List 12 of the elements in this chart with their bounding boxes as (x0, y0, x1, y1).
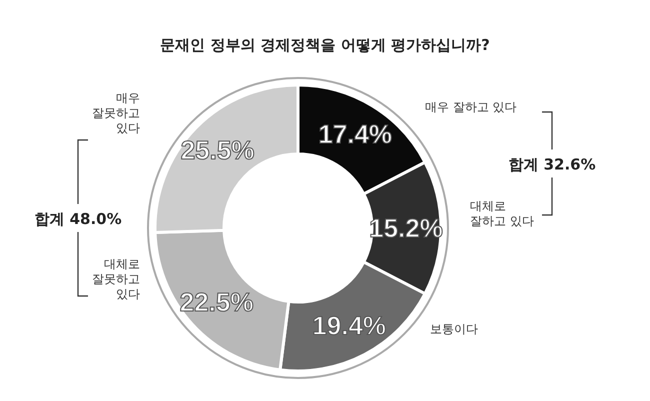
chart-title: 문재인 정부의 경제정책을 어떻게 평가하십니까? (160, 36, 490, 54)
text: 합계 32.6% (508, 156, 596, 174)
slice-label: 대체로 잘하고 있다 (470, 199, 534, 228)
slice-label: 대체로 잘못하고 있다 (92, 257, 140, 301)
slice-label: 보통이다 (430, 322, 478, 336)
data-label: 17.4% (318, 119, 392, 150)
slice-label: 매우 잘못하고 있다 (92, 91, 140, 135)
slice-label: 매우 잘하고 있다 (425, 100, 517, 114)
data-label: 19.4% (312, 310, 386, 340)
data-label: 25.5% (180, 135, 254, 166)
data-label: 22.5% (180, 287, 254, 318)
text: 합계 48.0% (34, 210, 122, 228)
